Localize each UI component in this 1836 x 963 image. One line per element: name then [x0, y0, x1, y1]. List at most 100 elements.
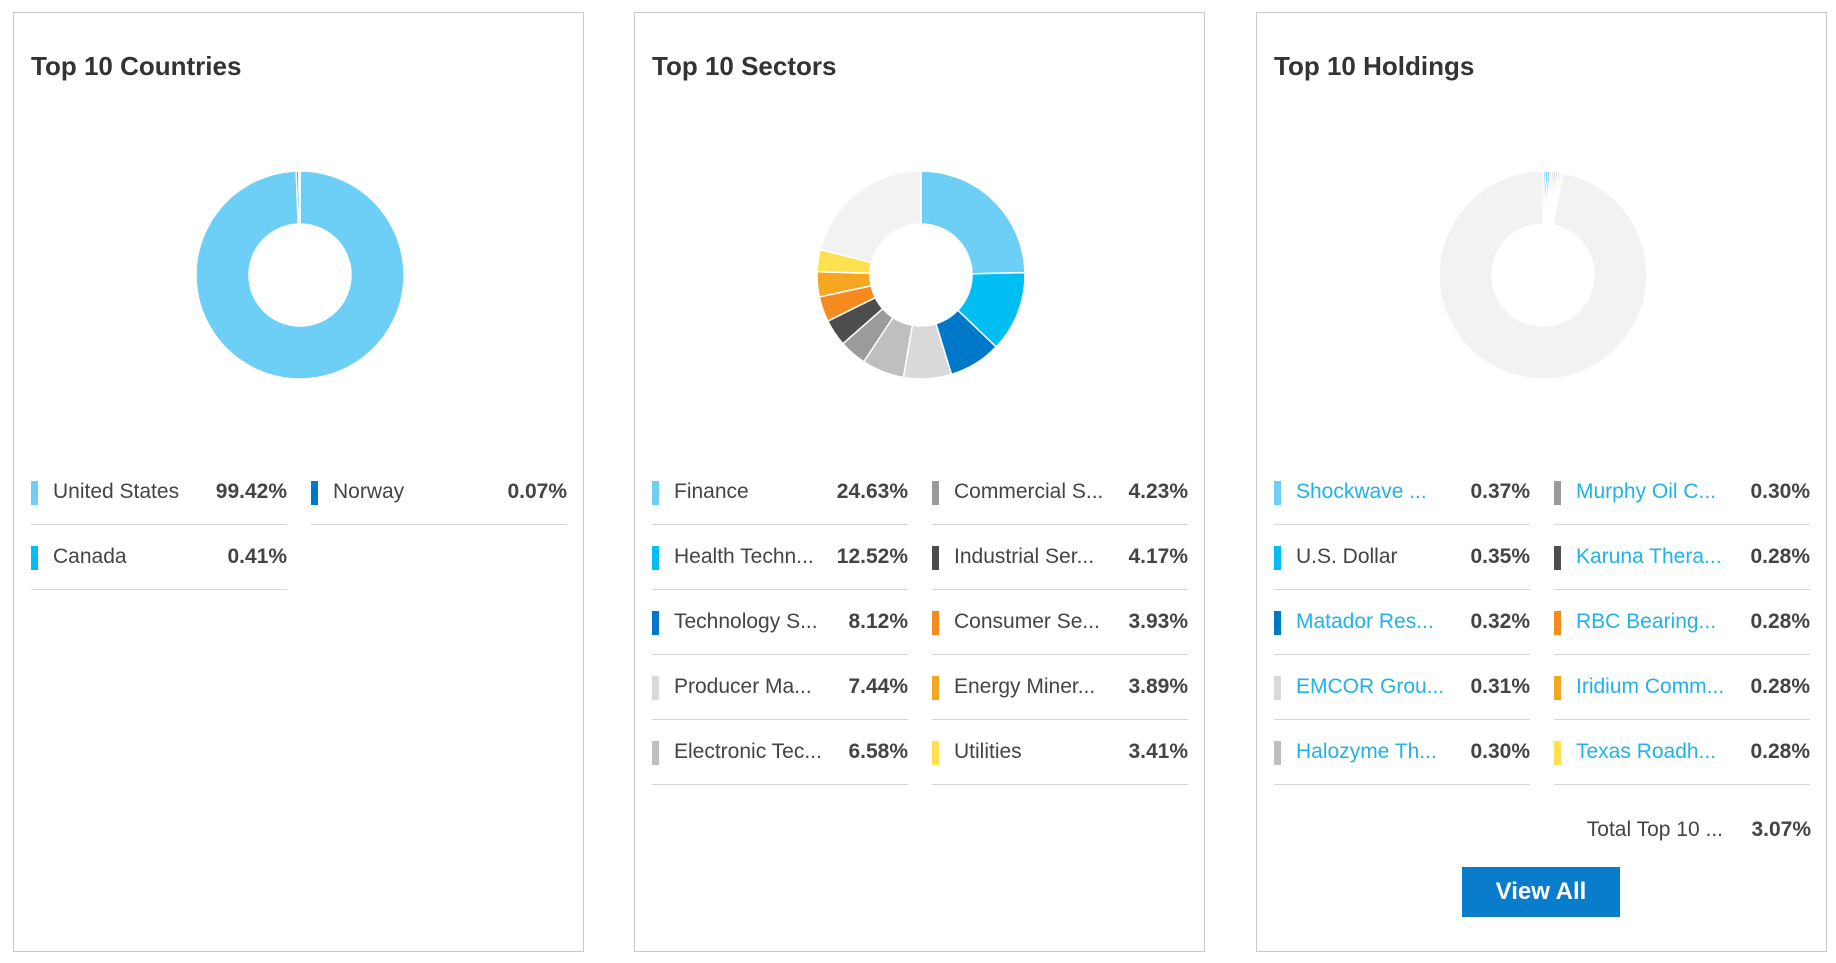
total-value: 3.07% — [1751, 818, 1811, 841]
legend-swatch — [1274, 741, 1281, 765]
donut-slice-other — [1437, 170, 1648, 380]
legend-swatch — [31, 546, 38, 570]
legend-item[interactable]: RBC Bearing... 0.28% — [1554, 590, 1810, 655]
legend-swatch — [932, 546, 939, 570]
holdings-card: Top 10 Holdings Shockwave ... 0.37% U.S.… — [1256, 12, 1827, 952]
legend-swatch — [652, 611, 659, 635]
countries-donut-chart — [14, 145, 585, 405]
legend-value: 0.32% — [1470, 610, 1530, 633]
legend-item: Canada 0.41% — [31, 525, 287, 590]
legend-value: 4.23% — [1128, 480, 1188, 503]
card-title: Top 10 Countries — [31, 51, 242, 81]
legend-swatch — [1274, 611, 1281, 635]
legend-item: United States 99.42% — [31, 460, 287, 525]
legend-item[interactable]: Matador Res... 0.32% — [1274, 590, 1530, 655]
legend-item: Health Techn... 12.52% — [652, 525, 908, 590]
card-title: Top 10 Sectors — [652, 51, 837, 81]
legend-label: Commercial S... — [954, 480, 1104, 503]
legend-value: 8.12% — [848, 610, 908, 633]
holdings-donut-svg — [1437, 170, 1648, 380]
legend-item: Electronic Tec... 6.58% — [652, 720, 908, 785]
legend-swatch — [1554, 741, 1561, 765]
legend-value: 7.44% — [848, 675, 908, 698]
legend-label: Electronic Tec... — [674, 740, 822, 763]
countries-card: Top 10 Countries United States 99.42% Ca… — [13, 12, 584, 952]
legend-item: Producer Ma... 7.44% — [652, 655, 908, 720]
legend-swatch — [652, 481, 659, 505]
holdings-donut-chart — [1257, 145, 1828, 405]
donut-slice-other — [818, 170, 922, 264]
countries-donut-svg — [194, 170, 405, 380]
donut-slice-other — [298, 170, 301, 225]
legend-item[interactable]: Iridium Comm... 0.28% — [1554, 655, 1810, 720]
legend-item[interactable]: Shockwave ... 0.37% — [1274, 460, 1530, 525]
legend-value: 3.93% — [1128, 610, 1188, 633]
legend-swatch — [652, 676, 659, 700]
holding-link[interactable]: Iridium Comm... — [1576, 675, 1725, 698]
legend-label: Utilities — [954, 740, 1022, 763]
legend-value: 0.31% — [1470, 675, 1530, 698]
legend-value: 3.89% — [1128, 675, 1188, 698]
legend-value: 0.35% — [1470, 545, 1530, 568]
legend-swatch — [1274, 546, 1281, 570]
legend-label: Health Techn... — [674, 545, 814, 568]
legend-label: Industrial Ser... — [954, 545, 1095, 568]
sectors-donut-chart — [635, 145, 1206, 405]
legend-value: 3.41% — [1128, 740, 1188, 763]
legend-label: Energy Miner... — [954, 675, 1096, 698]
legend-item: U.S. Dollar 0.35% — [1274, 525, 1530, 590]
legend-label: Canada — [53, 545, 127, 568]
sectors-donut-svg — [815, 170, 1026, 380]
legend-value: 24.63% — [836, 480, 908, 503]
legend-label: U.S. Dollar — [1296, 545, 1398, 568]
holding-link[interactable]: Shockwave ... — [1296, 480, 1427, 503]
legend-swatch — [311, 481, 318, 505]
holding-link[interactable]: Karuna Thera... — [1576, 545, 1722, 568]
legend-value: 0.28% — [1750, 610, 1810, 633]
legend-value: 4.17% — [1128, 545, 1188, 568]
legend-item[interactable]: Texas Roadh... 0.28% — [1554, 720, 1810, 785]
legend-swatch — [652, 546, 659, 570]
legend-swatch — [1554, 546, 1561, 570]
holding-link[interactable]: RBC Bearing... — [1576, 610, 1717, 633]
card-title: Top 10 Holdings — [1274, 51, 1475, 81]
legend-item: Industrial Ser... 4.17% — [932, 525, 1188, 590]
legend-swatch — [31, 481, 38, 505]
legend-item[interactable]: Karuna Thera... 0.28% — [1554, 525, 1810, 590]
legend-label: Norway — [333, 480, 405, 503]
legend-swatch — [1274, 676, 1281, 700]
legend-item: Norway 0.07% — [311, 460, 567, 525]
holding-link[interactable]: Halozyme Th... — [1296, 740, 1437, 763]
legend-swatch — [932, 611, 939, 635]
legend-label: Technology S... — [674, 610, 818, 633]
holding-link[interactable]: Matador Res... — [1296, 610, 1434, 633]
legend-value: 0.30% — [1470, 740, 1530, 763]
legend-swatch — [1554, 676, 1561, 700]
legend-item: Technology S... 8.12% — [652, 590, 908, 655]
legend-label: Finance — [674, 480, 749, 503]
donut-slice[interactable] — [194, 170, 405, 380]
legend-value: 0.28% — [1750, 740, 1810, 763]
legend-swatch — [932, 481, 939, 505]
legend-swatch — [1554, 481, 1561, 505]
holding-link[interactable]: EMCOR Grou... — [1296, 675, 1445, 698]
view-all-button[interactable]: View All — [1462, 867, 1620, 917]
legend-label: Consumer Se... — [954, 610, 1100, 633]
legend-value: 0.41% — [227, 545, 287, 568]
sectors-card: Top 10 Sectors Finance 24.63% Health Tec… — [634, 12, 1205, 952]
legend-swatch — [652, 741, 659, 765]
legend-swatch — [932, 741, 939, 765]
legend-value: 12.52% — [836, 545, 908, 568]
legend-item: Finance 24.63% — [652, 460, 908, 525]
legend-label: Producer Ma... — [674, 675, 812, 698]
holding-link[interactable]: Murphy Oil C... — [1576, 480, 1717, 503]
legend-item: Energy Miner... 3.89% — [932, 655, 1188, 720]
legend-item: Commercial S... 4.23% — [932, 460, 1188, 525]
legend-item[interactable]: EMCOR Grou... 0.31% — [1274, 655, 1530, 720]
legend-item[interactable]: Halozyme Th... 0.30% — [1274, 720, 1530, 785]
donut-slice[interactable] — [919, 170, 1026, 275]
holding-link[interactable]: Texas Roadh... — [1576, 740, 1717, 763]
legend-value: 99.42% — [215, 480, 287, 503]
legend-value: 0.28% — [1750, 545, 1810, 568]
legend-item[interactable]: Murphy Oil C... 0.30% — [1554, 460, 1810, 525]
